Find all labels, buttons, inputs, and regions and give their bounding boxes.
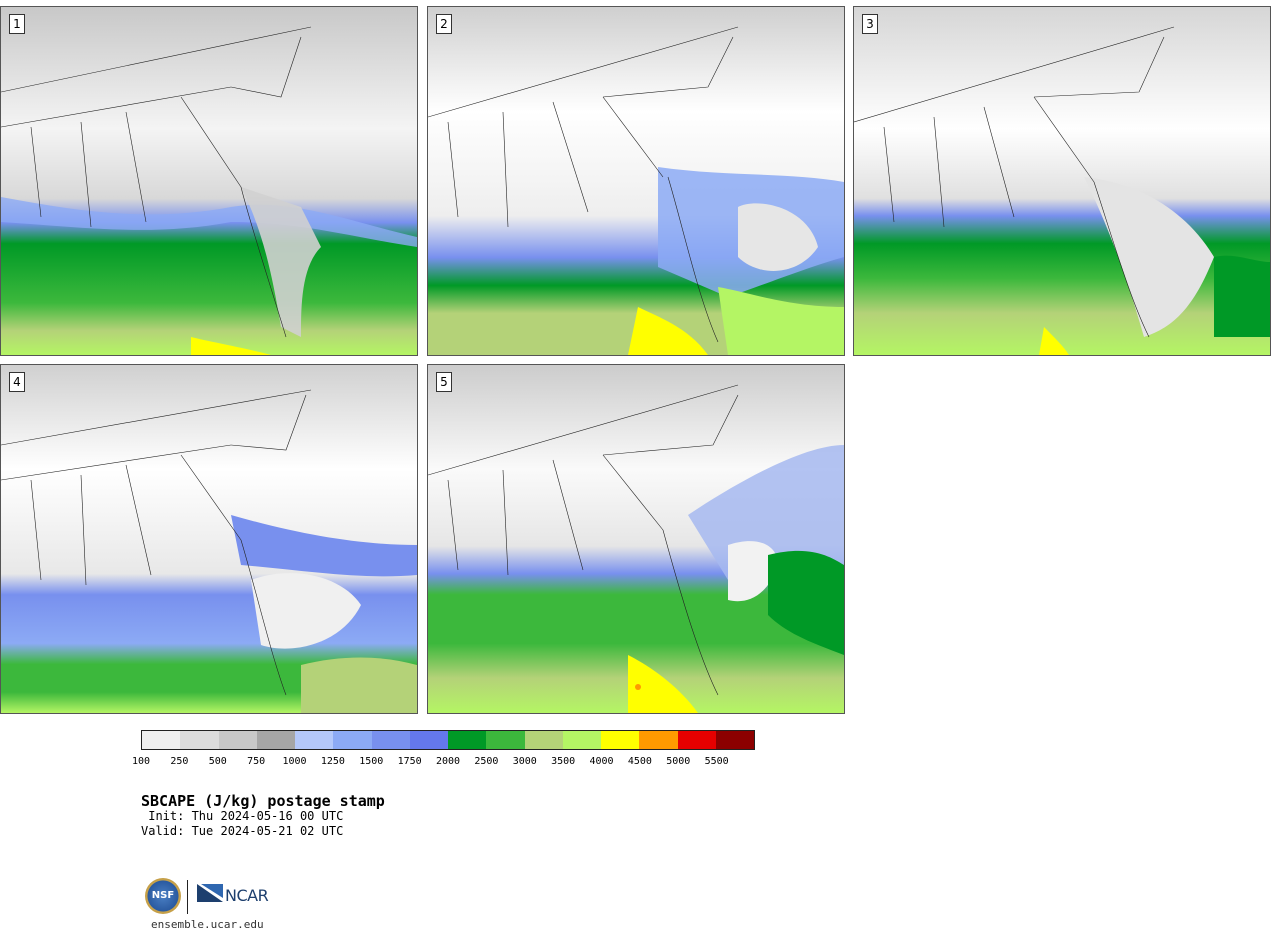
init-time: Init: Thu 2024-05-16 00 UTC bbox=[141, 809, 344, 823]
valid-time: Valid: Tue 2024-05-21 02 UTC bbox=[141, 824, 344, 838]
nsf-logo: NSF bbox=[145, 878, 181, 914]
panel-number: 4 bbox=[9, 372, 25, 392]
ncar-logo-text: NCAR bbox=[225, 886, 269, 905]
colorbar-swatch bbox=[295, 731, 334, 749]
colorbar-swatch bbox=[218, 731, 257, 749]
panel-number: 2 bbox=[436, 14, 452, 34]
colorbar-swatch bbox=[715, 731, 754, 749]
colorbar-swatch bbox=[333, 731, 372, 749]
logo-divider bbox=[187, 880, 188, 914]
sbcape-map bbox=[1, 365, 417, 713]
colorbar-tick-label: 4500 bbox=[627, 756, 652, 767]
sbcape-map bbox=[428, 365, 844, 713]
colorbar-tick-label: 3000 bbox=[512, 756, 537, 767]
colorbar-labels: 100 250 500 750 1000 1250 1500 1750 2000 2500 3000… bbox=[132, 756, 781, 770]
panel-number: 5 bbox=[436, 372, 452, 392]
sbcape-map bbox=[1, 7, 417, 355]
ensemble-member-panel: 4 bbox=[0, 364, 418, 714]
colorbar-tick-label: 5500 bbox=[704, 756, 729, 767]
colorbar-tick-label: 1750 bbox=[397, 756, 422, 767]
ensemble-member-panel: 5 bbox=[427, 364, 845, 714]
colorbar-tick-label: 2000 bbox=[435, 756, 461, 767]
sbcape-map bbox=[854, 7, 1270, 355]
colorbar-swatch bbox=[409, 731, 448, 749]
colorbar-tick-label: 4000 bbox=[589, 756, 614, 767]
panel-number: 1 bbox=[9, 14, 25, 34]
colorbar-tick-label: 2500 bbox=[474, 756, 499, 767]
colorbar-swatch bbox=[180, 731, 219, 749]
colorbar-swatch bbox=[601, 731, 640, 749]
colorbar-swatch bbox=[486, 731, 525, 749]
colorbar-tick-label: 250 bbox=[170, 756, 189, 767]
site-url[interactable]: ensemble.ucar.edu bbox=[151, 918, 264, 931]
colorbar-tick-label: 1000 bbox=[282, 756, 307, 767]
colorbar-tick-label: 1250 bbox=[320, 756, 345, 767]
colorbar-tick-label: 100 bbox=[131, 756, 151, 767]
panel-number: 3 bbox=[862, 14, 878, 34]
plot-title: SBCAPE (J/kg) postage stamp bbox=[141, 792, 385, 810]
colorbar-swatch bbox=[256, 731, 295, 749]
colorbar-swatch bbox=[562, 731, 601, 749]
colorbar-tick-label: 3500 bbox=[551, 756, 576, 767]
colorbar-swatch bbox=[639, 731, 678, 749]
ensemble-member-panel: 1 bbox=[0, 6, 418, 356]
colorbar bbox=[141, 730, 755, 750]
colorbar-tick-label: 5000 bbox=[666, 756, 691, 767]
ensemble-member-panel: 2 bbox=[427, 6, 845, 356]
colorbar-swatch bbox=[371, 731, 410, 749]
colorbar-tick-label: 500 bbox=[208, 756, 227, 767]
ensemble-member-panel: 3 bbox=[853, 6, 1271, 356]
colorbar-swatch bbox=[142, 731, 181, 749]
colorbar-tick-label: 750 bbox=[247, 756, 266, 767]
ncar-mark-icon bbox=[197, 884, 223, 902]
colorbar-swatch bbox=[448, 731, 487, 749]
colorbar-tick-label: 1500 bbox=[359, 756, 384, 767]
logo-area: NSF NCAR bbox=[145, 878, 275, 918]
sbcape-map bbox=[428, 7, 844, 355]
colorbar-swatch bbox=[524, 731, 563, 749]
colorbar-swatch bbox=[677, 731, 716, 749]
